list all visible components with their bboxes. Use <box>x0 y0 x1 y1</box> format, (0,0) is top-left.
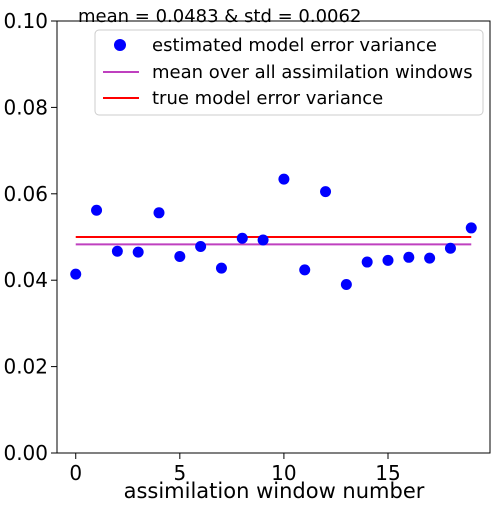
plot-frame <box>56 20 491 454</box>
scatter-point <box>361 256 373 268</box>
y-tick-label: 0.06 <box>3 182 48 206</box>
legend-label-true: true model error variance <box>152 88 383 109</box>
scatter-point <box>382 254 394 266</box>
scatter-point <box>465 222 477 234</box>
y-tick-label: 0.00 <box>3 441 48 465</box>
x-tick-label: 0 <box>69 461 82 485</box>
x-tick-label: 15 <box>375 461 400 485</box>
y-tick-label: 0.04 <box>3 268 48 292</box>
legend-label-estimated: estimated model error variance <box>152 35 437 56</box>
scatter-point <box>403 251 415 263</box>
scatter-point <box>215 262 227 274</box>
scatter-point <box>195 241 207 253</box>
scatter-point <box>299 264 311 276</box>
scatter-point <box>236 232 248 244</box>
scatter-point <box>340 279 352 291</box>
scatter-point <box>70 268 82 280</box>
legend-marker-estimated <box>114 39 126 51</box>
scatter-point <box>278 173 290 185</box>
x-tick-label: 5 <box>173 461 186 485</box>
x-tick-label: 10 <box>271 461 296 485</box>
plot-points <box>70 173 477 291</box>
scatter-point <box>153 207 165 219</box>
legend-box <box>94 29 484 116</box>
scatter-point <box>444 242 456 254</box>
legend-label-mean: mean over all assimilation windows <box>152 62 473 83</box>
scatter-point <box>320 186 332 198</box>
plot-lines <box>75 236 472 246</box>
y-tick-label: 0.02 <box>3 355 48 379</box>
legend: estimated model error variance mean over… <box>94 29 484 116</box>
y-axis-ticks: 0.00 0.02 0.04 0.06 0.08 0.10 <box>3 9 57 465</box>
scatter-point <box>174 250 186 262</box>
scatter-point <box>257 234 269 246</box>
y-tick-label: 0.10 <box>3 9 48 33</box>
x-axis-ticks: 0 5 10 15 <box>69 453 401 485</box>
scatter-point <box>91 204 103 216</box>
stats-annotation: mean = 0.0483 & std = 0.0062 <box>78 6 361 27</box>
scatter-point <box>424 252 436 264</box>
x-axis-label: assimilation window number <box>124 479 425 503</box>
y-tick-label: 0.08 <box>3 95 48 119</box>
scatter-point <box>132 246 144 258</box>
scatter-point <box>111 245 123 257</box>
